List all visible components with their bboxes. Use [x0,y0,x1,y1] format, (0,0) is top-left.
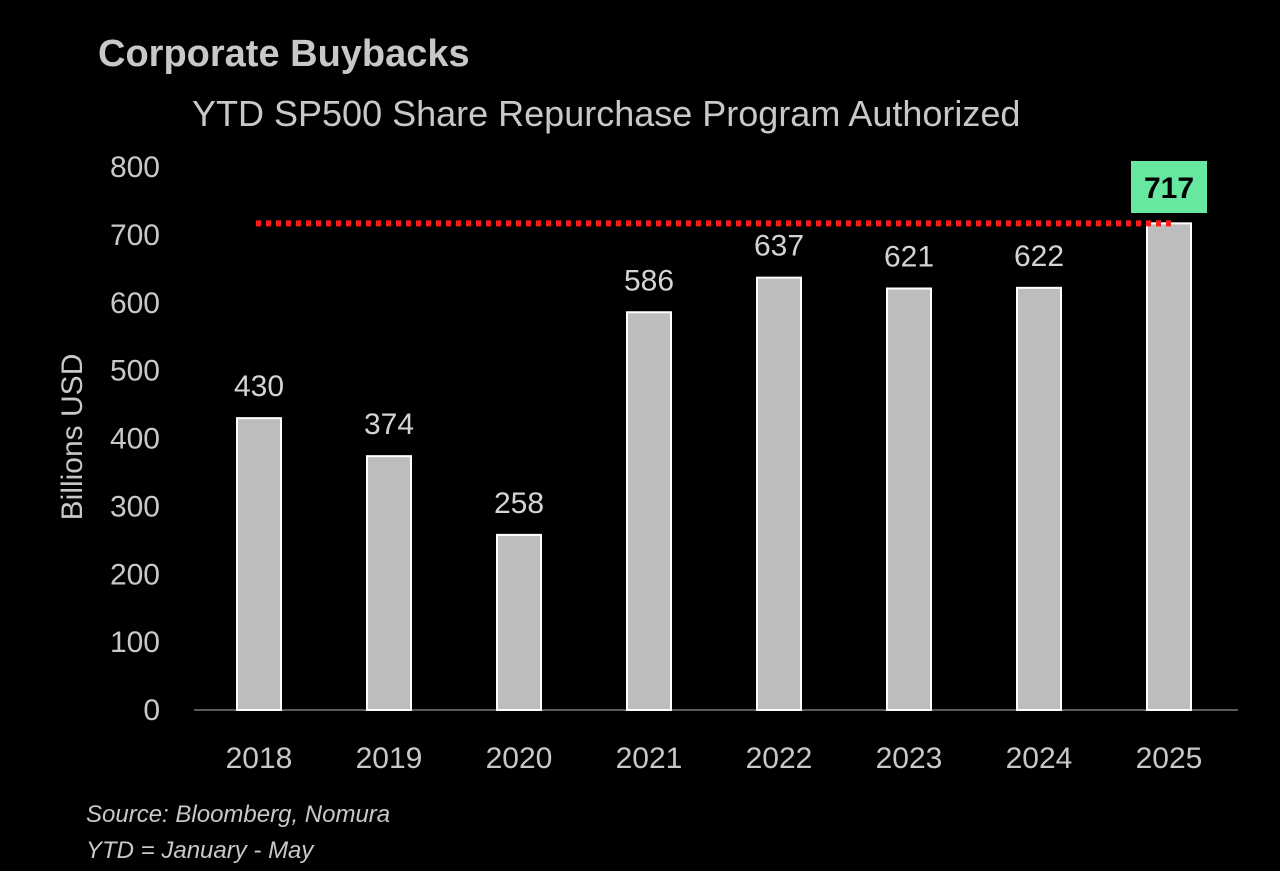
y-axis-title: Billions USD [56,354,89,521]
footnote-source: Source: Bloomberg, Nomura [86,801,390,828]
y-tick-label: 400 [110,423,160,456]
bar [236,417,282,711]
data-label: 374 [364,408,414,441]
data-label: 430 [234,370,284,403]
bar [496,533,542,711]
bar [886,287,932,711]
bar [366,455,412,711]
bar [756,276,802,711]
highlight-box [1131,161,1207,213]
bar [1146,222,1192,711]
data-label: 637 [754,230,804,263]
y-tick-label: 800 [110,151,160,184]
x-tick-label: 2020 [486,742,553,775]
y-tick-label: 300 [110,490,160,523]
bars-group: 430 374 258 586 637 621 622 [234,222,1192,711]
x-tick-label: 2025 [1136,742,1203,775]
x-tick-label: 2023 [876,742,943,775]
x-axis-ticks: 2018 2019 2020 2021 2022 2023 2024 2025 [226,742,1203,775]
chart-title: Corporate Buybacks [98,33,470,75]
chart-subtitle: YTD SP500 Share Repurchase Program Autho… [192,93,1020,134]
highlight-group: 717 [1131,161,1207,213]
bar [1016,286,1062,711]
data-label: 622 [1014,240,1064,273]
x-tick-label: 2018 [226,742,293,775]
footnote-ytd: YTD = January - May [86,837,315,864]
y-tick-label: 200 [110,558,160,591]
y-axis-ticks: 0 100 200 300 400 500 600 700 800 [110,151,160,727]
y-tick-label: 700 [110,219,160,252]
x-tick-label: 2019 [356,742,423,775]
x-tick-label: 2024 [1006,742,1073,775]
bar [626,311,672,711]
y-tick-label: 600 [110,287,160,320]
data-label: 621 [884,240,934,273]
y-tick-label: 500 [110,355,160,388]
highlight-label: 717 [1144,172,1194,205]
y-tick-label: 0 [143,694,160,727]
data-label: 586 [624,264,674,297]
y-tick-label: 100 [110,626,160,659]
data-label: 258 [494,487,544,520]
x-tick-label: 2022 [746,742,813,775]
x-tick-label: 2021 [616,742,683,775]
